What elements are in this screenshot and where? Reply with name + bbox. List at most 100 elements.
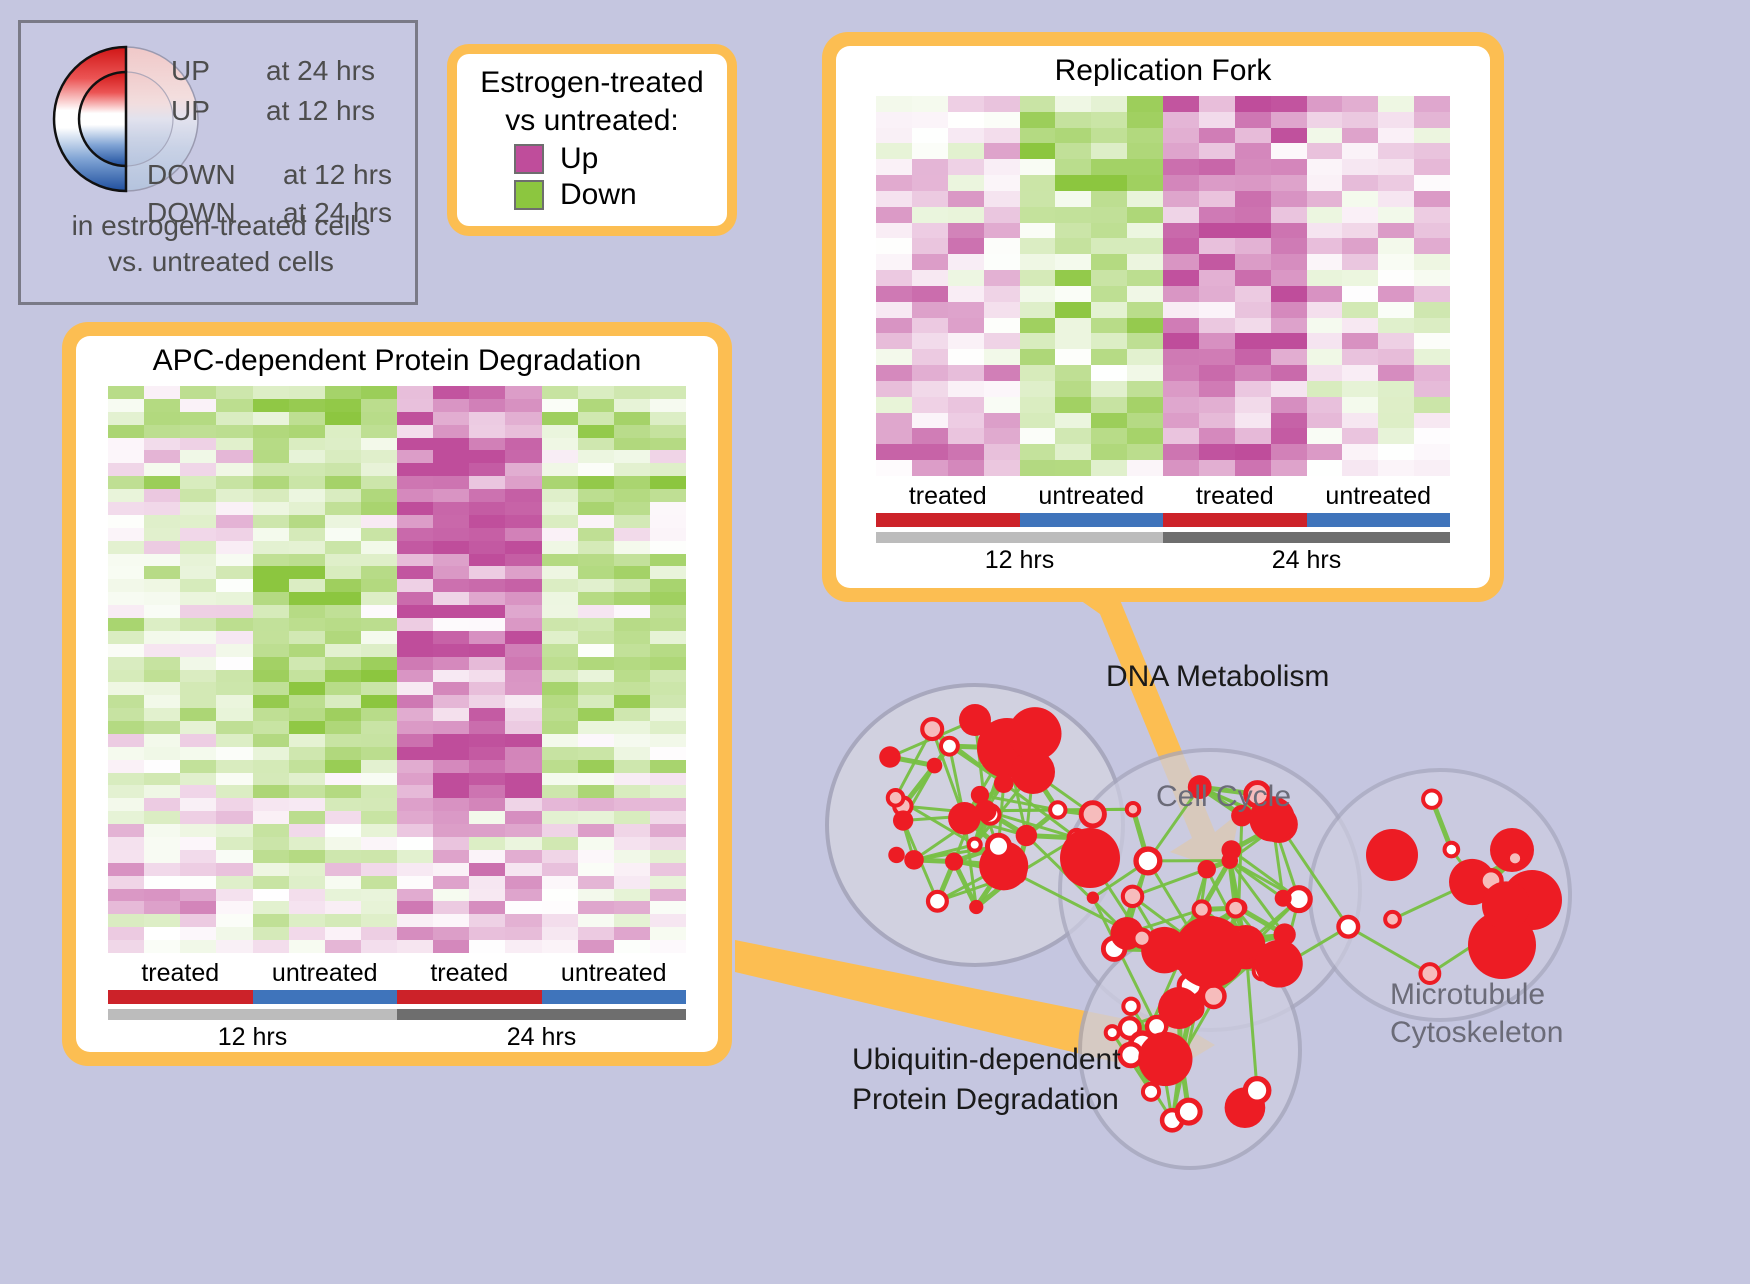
panel-apc-title: APC-dependent Protein Degradation [153,344,642,378]
heatmap-cell [1055,143,1091,159]
heatmap-cell [469,863,505,876]
heatmap-cell [1235,175,1271,191]
heatmap-cell [325,605,361,618]
heatmap-cell [1020,270,1056,286]
heatmap-cell [108,901,144,914]
heatmap-cell [614,927,650,940]
heatmap-cell [289,670,325,683]
heatmap-cell [397,618,433,631]
heatmap-cell [1163,365,1199,381]
heatmap-cell [144,438,180,451]
heatmap-cell [469,579,505,592]
heatmap-cell [1342,333,1378,349]
network-node [1008,707,1061,760]
heatmap-cell [108,824,144,837]
heatmap-cell [361,876,397,889]
heatmap-cell [433,811,469,824]
heatmap-cell [361,734,397,747]
heatmap-cell [325,592,361,605]
heatmap-cell [1020,333,1056,349]
heatmap-cell [397,850,433,863]
heatmap-cell [948,128,984,144]
network-node [1385,912,1400,927]
heatmap-cell [433,463,469,476]
heatmap-cell [1342,191,1378,207]
network-node [888,847,904,863]
heatmap-cell [542,476,578,489]
heatmap-cell [361,708,397,721]
heatmap-cell [876,349,912,365]
heatmap-cell [1235,143,1271,159]
heatmap-cell [650,644,686,657]
axis-timepoint-bar-seg [108,1009,397,1020]
heatmap-cell [650,528,686,541]
heatmap-cell [469,450,505,463]
heatmap-cell [614,914,650,927]
heatmap-cell [578,450,614,463]
heatmap-cell [216,476,252,489]
heatmap-cell [1414,128,1450,144]
heatmap-cell [1271,286,1307,302]
heatmap-cell [1055,112,1091,128]
heatmap-cell [578,528,614,541]
heatmap-cell [289,592,325,605]
heatmap-cell [180,541,216,554]
axis-treatment-bar-apc [108,990,686,1004]
heatmap-cell [216,618,252,631]
heatmap-cell [912,96,948,112]
heatmap-cell [289,760,325,773]
heatmap-cell [650,631,686,644]
heatmap-cell [1378,318,1414,334]
heatmap-cell [253,940,289,953]
heatmap-cell [216,502,252,515]
heatmap-cell [144,773,180,786]
heatmap-cell [1378,159,1414,175]
heatmap-cell [1378,381,1414,397]
heatmap-cell [1271,254,1307,270]
heatmap-cell [1307,302,1343,318]
heatmap-cell [542,927,578,940]
heatmap-cell [650,798,686,811]
heatmap-cell [397,785,433,798]
heatmap-cell [1127,349,1163,365]
down-color-swatch-icon [514,180,544,210]
heatmap-cell [578,682,614,695]
heatmap-cell [289,811,325,824]
heatmap-cell [433,425,469,438]
heatmap-cell [1271,333,1307,349]
heatmap-cell [505,463,541,476]
heatmap-cell [180,773,216,786]
heatmap-cell [984,96,1020,112]
heatmap-cell [108,798,144,811]
heatmap-cell [253,528,289,541]
heatmap-cell [216,824,252,837]
heatmap-cell [433,837,469,850]
heatmap-cell [325,579,361,592]
heatmap-cell [433,734,469,747]
heatmap-cell [1020,365,1056,381]
heatmap-cell [650,554,686,567]
heatmap-cell [614,566,650,579]
heatmap-cell [614,773,650,786]
heatmap-cell [614,708,650,721]
heatmap-cell [397,798,433,811]
heatmap-cell [912,223,948,239]
heatmap-cell [361,463,397,476]
heatmap-cell [1163,159,1199,175]
heatmap-cell [542,721,578,734]
heatmap-cell [180,657,216,670]
heatmap-cell [948,397,984,413]
axis-timepoint-bar-seg [876,532,1163,543]
heatmap-cell [216,541,252,554]
heatmap-cell [361,760,397,773]
heatmap-cell [1414,333,1450,349]
heatmap-cell [144,605,180,618]
heatmap-cell [180,940,216,953]
heatmap-cell [469,901,505,914]
heatmap-cell [180,412,216,425]
heatmap-cell [505,541,541,554]
heatmap-cell [361,785,397,798]
network-node [928,892,947,911]
heatmap-cell [505,412,541,425]
heatmap-cell [505,798,541,811]
